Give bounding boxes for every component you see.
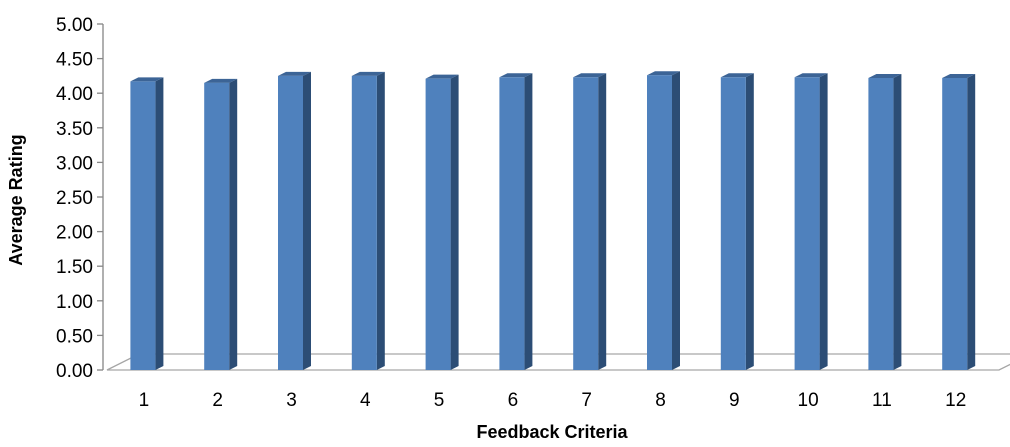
y-tick-label: 3.50	[56, 119, 93, 140]
bar-top	[794, 73, 828, 78]
x-tick-label: 1	[139, 390, 150, 411]
y-tick-label: 2.50	[56, 188, 93, 209]
bar	[573, 73, 607, 370]
x-tick-labels: 1 2 3 4 5 6 7 8 9 10 11 12	[139, 390, 967, 411]
bar-side	[524, 73, 533, 370]
bar	[425, 74, 459, 370]
bar	[647, 71, 680, 370]
chart-floor	[106, 353, 1010, 371]
x-tick-label: 11	[872, 390, 892, 411]
x-tick-label: 9	[729, 390, 740, 411]
bar-top	[351, 71, 385, 76]
bar-top	[204, 78, 238, 83]
floor-plane	[106, 353, 1010, 371]
bar	[130, 77, 164, 370]
bar	[278, 71, 311, 371]
bar-side	[303, 71, 311, 371]
bar	[204, 78, 238, 370]
bar-top	[278, 71, 311, 76]
bar-side	[967, 73, 976, 370]
bar-side	[155, 77, 164, 370]
bar	[720, 73, 754, 370]
x-tick-label: 4	[360, 390, 371, 411]
x-tick-label: 8	[655, 390, 666, 411]
y-tick-label: 4.00	[56, 84, 93, 105]
y-tick-label: 1.00	[56, 292, 93, 313]
bar-front	[647, 75, 672, 370]
bar-front	[942, 77, 968, 370]
bar-top	[573, 73, 607, 78]
bar	[499, 73, 533, 370]
bar-top	[425, 74, 459, 79]
bar-side	[672, 71, 680, 370]
y-tick-label: 3.00	[56, 153, 93, 174]
x-tick-label: 5	[434, 390, 445, 411]
y-tick-label: 1.50	[56, 257, 93, 278]
bar	[794, 73, 828, 370]
bar-side	[376, 71, 385, 371]
bar-side	[229, 78, 238, 370]
y-tick-label: 0.00	[56, 361, 93, 382]
bar-front	[351, 75, 377, 371]
bar-top	[647, 71, 680, 76]
x-tick-label: 10	[798, 390, 819, 411]
bar-front	[130, 81, 156, 370]
x-tick-label: 3	[286, 390, 297, 411]
bar-top	[720, 73, 754, 78]
bar-top	[868, 73, 902, 78]
x-tick-label: 12	[945, 390, 966, 411]
bar-front	[425, 78, 451, 370]
bar-front	[204, 82, 230, 370]
bars	[130, 71, 976, 371]
bar-side	[450, 74, 459, 370]
bar	[351, 71, 385, 371]
bar-top	[130, 77, 164, 82]
bar-side	[745, 73, 754, 370]
y-tick-label: 5.00	[56, 15, 93, 36]
bar-front	[573, 77, 599, 370]
bar-front	[499, 77, 525, 370]
bar	[868, 73, 902, 370]
y-tick-labels: 0.00 0.50 1.00 1.50 2.00 2.50 3.00 3.50 4.00 4.50…	[56, 15, 93, 382]
x-tick-label: 7	[581, 390, 592, 411]
bar-top	[942, 73, 976, 78]
y-tick-label: 2.00	[56, 223, 93, 244]
bar-side	[893, 73, 902, 370]
y-tick-label: 4.50	[56, 50, 93, 71]
x-tick-label: 2	[212, 390, 223, 411]
bar-front	[868, 77, 894, 370]
y-axis-title: Average Rating	[6, 134, 26, 265]
y-axis	[97, 23, 104, 371]
bar-front	[720, 77, 746, 370]
bar-front	[278, 75, 303, 371]
x-axis-title: Feedback Criteria	[476, 422, 628, 442]
bar-front	[794, 77, 820, 370]
y-tick-label: 0.50	[56, 326, 93, 347]
bar-top	[499, 73, 533, 78]
x-tick-label: 6	[508, 390, 519, 411]
bar-side	[819, 73, 828, 370]
bar-side	[598, 73, 607, 370]
bar	[942, 73, 976, 370]
